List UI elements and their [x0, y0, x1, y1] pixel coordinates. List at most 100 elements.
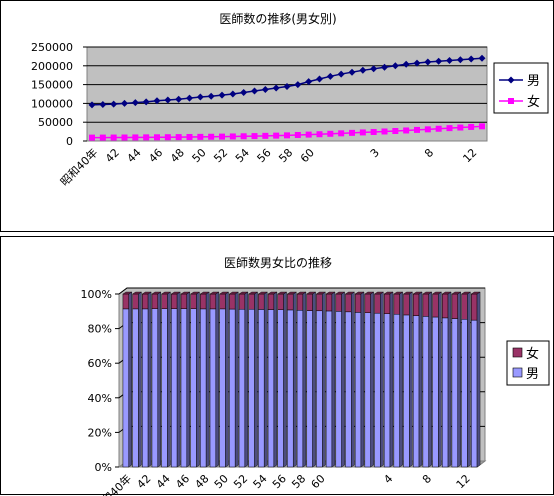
bar-side	[264, 291, 268, 468]
data-point	[186, 94, 193, 102]
x-tick-label: 52	[231, 472, 250, 491]
bar-segment-female	[412, 293, 420, 316]
bar-top	[451, 291, 462, 295]
data-point	[294, 131, 301, 138]
data-point	[424, 126, 431, 133]
bar-top	[209, 291, 220, 295]
bar-side	[225, 291, 229, 468]
bar-segment-female	[200, 293, 207, 310]
bar-segment-female	[441, 293, 449, 319]
bar-segment-male	[451, 318, 458, 468]
x-tick-label: 昭和40年	[57, 145, 100, 188]
bar-top	[431, 291, 443, 295]
bar-side	[215, 291, 220, 468]
bar-side	[457, 291, 461, 468]
bar-side	[409, 291, 413, 468]
bar-top	[354, 291, 365, 295]
bar-segment-male	[471, 319, 478, 468]
data-point	[89, 134, 95, 141]
bar-segment-male	[248, 308, 255, 468]
bar-side	[331, 291, 336, 468]
legend-label: 男	[527, 74, 540, 89]
bar-segment-female	[258, 293, 265, 310]
bar-segment-male	[142, 308, 149, 468]
bar-segment-female	[171, 293, 178, 309]
bar-segment-female	[325, 293, 333, 312]
legend-swatch	[512, 347, 523, 358]
bar-segment-female	[432, 293, 439, 318]
x-tick-label: 4	[381, 472, 395, 486]
data-point	[154, 134, 160, 141]
bar-segment-female	[161, 293, 168, 309]
x-tick-label: 昭和40年	[91, 471, 134, 496]
x-tick-label: 48	[192, 472, 211, 491]
bar-segment-male	[287, 309, 294, 468]
data-point	[370, 65, 378, 73]
data-point	[456, 56, 464, 64]
bar-segment-male	[267, 309, 275, 468]
data-point	[381, 63, 388, 71]
data-point	[457, 124, 464, 131]
data-point	[197, 133, 204, 140]
bar-top	[257, 291, 268, 295]
bar-segment-female	[316, 293, 323, 312]
y-tick-label: 0%	[95, 461, 112, 474]
bar-segment-male	[335, 311, 342, 468]
bar-segment-female	[248, 293, 255, 310]
line-chart-panel: 医師数の推移(男女別) 0 50000 100000 150000 200000 25000…	[0, 0, 554, 232]
bar-segment-male	[354, 312, 362, 468]
data-point	[121, 99, 128, 107]
bar-segment-female	[219, 293, 226, 310]
bar-segment-male	[171, 308, 178, 468]
legend-box	[506, 340, 550, 386]
bar-segment-male	[441, 317, 449, 468]
legend: 女男	[506, 340, 550, 386]
x-tick-label: 54	[251, 472, 270, 491]
data-point	[370, 128, 377, 135]
y-tick-label: 150000	[31, 79, 73, 92]
data-point	[403, 127, 410, 134]
data-point	[175, 95, 183, 103]
bar-segment-female	[142, 293, 149, 310]
bar-side	[360, 291, 365, 468]
data-point	[186, 133, 193, 140]
data-point	[435, 125, 442, 132]
bar-side	[244, 291, 249, 468]
bar-top	[238, 291, 249, 295]
data-point	[284, 132, 290, 139]
bar-segment-male	[364, 312, 371, 468]
x-tick-label: 58	[289, 472, 308, 491]
bar-top	[151, 291, 162, 295]
bar-segment-male	[383, 313, 391, 468]
data-point	[402, 60, 410, 68]
data-point	[251, 87, 258, 95]
data-point	[348, 68, 356, 76]
chart-title: 医師数の推移(男女別)	[219, 11, 336, 26]
data-point	[251, 133, 258, 140]
data-point	[240, 88, 248, 96]
bar-segment-female	[383, 293, 391, 314]
x-tick-label: 12	[460, 146, 479, 165]
bar-top	[219, 291, 230, 295]
bar-segment-female	[451, 293, 458, 319]
data-point	[424, 58, 432, 66]
data-point	[435, 57, 443, 65]
data-point	[305, 78, 313, 86]
chart-title: 医師数男女比の推移	[224, 255, 332, 270]
x-tick-label: 48	[168, 146, 187, 165]
bar-side	[138, 291, 142, 468]
bar-segment-male	[432, 316, 439, 468]
data-point	[229, 133, 236, 140]
bar-top	[131, 291, 143, 295]
bar-side	[418, 291, 423, 468]
bar-segment-female	[345, 293, 352, 313]
bar-top	[267, 291, 278, 295]
bar-side	[186, 291, 190, 468]
bar-segment-male	[296, 310, 304, 468]
bar-side	[273, 291, 278, 468]
bar-segment-female	[374, 293, 381, 314]
bar-segment-male	[209, 308, 217, 468]
bar-side	[312, 291, 316, 468]
bar-segment-male	[403, 314, 410, 468]
data-point	[316, 131, 323, 138]
